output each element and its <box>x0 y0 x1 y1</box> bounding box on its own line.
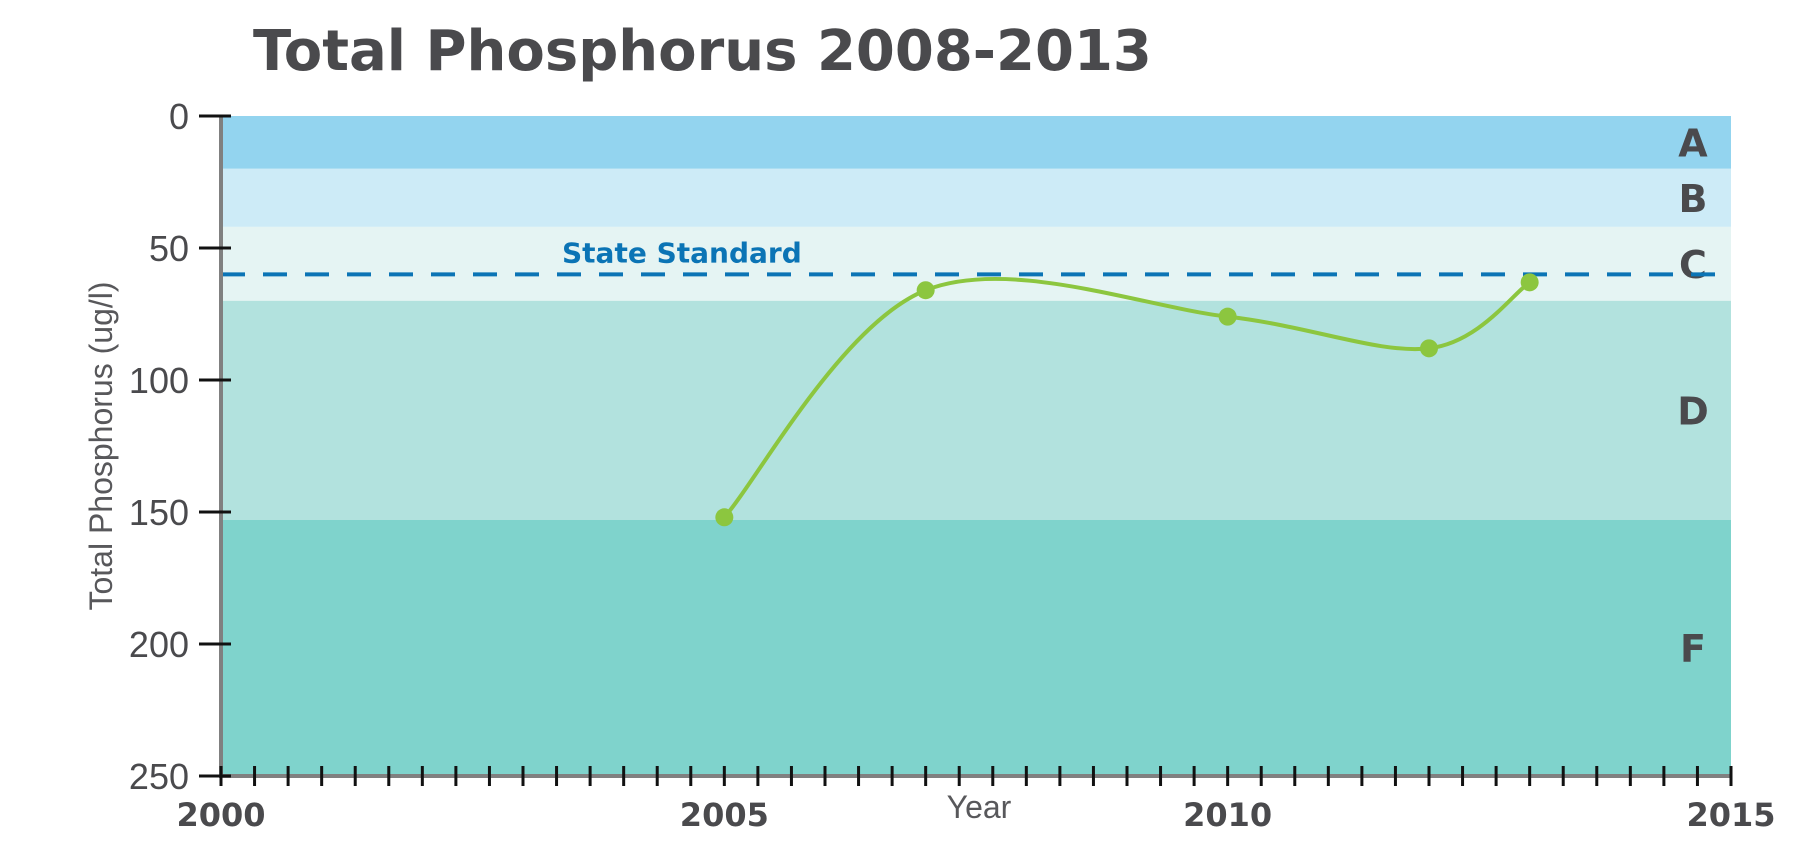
y-tick-label: 100 <box>129 360 189 401</box>
x-axis-label: Year <box>947 789 1012 825</box>
data-point <box>1218 307 1237 326</box>
data-point <box>715 508 734 527</box>
x-tick-label: 2015 <box>1686 796 1775 834</box>
grade-band-A <box>221 116 1731 169</box>
chart-title: Total Phosphorus 2008-2013 <box>253 19 1152 84</box>
x-tick-label: 2005 <box>680 796 769 834</box>
grade-band-C <box>221 226 1731 301</box>
data-point <box>916 281 935 300</box>
series-line <box>722 276 1531 519</box>
data-point <box>1420 339 1438 358</box>
x-tick-label: 2010 <box>1183 796 1272 834</box>
grade-band-B <box>221 168 1731 227</box>
data-point <box>1520 273 1539 292</box>
grade-label-B: B <box>1679 177 1708 221</box>
grade-label-A: A <box>1678 121 1708 165</box>
grade-label-D: D <box>1677 389 1709 433</box>
y-tick-label: 150 <box>129 492 189 533</box>
y-axis-label: Total Phosphorus (ug/l) <box>83 281 119 610</box>
x-tick-label: 2000 <box>176 796 265 834</box>
grade-band-D <box>221 300 1731 520</box>
y-tick-label: 200 <box>129 624 189 665</box>
y-tick-label: 250 <box>129 756 189 797</box>
y-tick-label: 0 <box>169 96 189 137</box>
grade-band-F <box>221 519 1731 776</box>
state-standard-label: State Standard <box>562 236 802 269</box>
y-tick-label: 50 <box>149 228 189 269</box>
grade-label-F: F <box>1680 627 1706 671</box>
grade-label-C: C <box>1679 243 1707 287</box>
